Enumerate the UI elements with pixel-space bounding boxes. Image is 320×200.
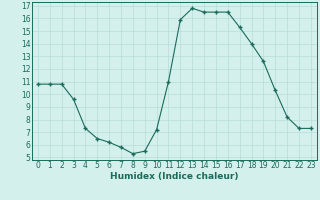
X-axis label: Humidex (Indice chaleur): Humidex (Indice chaleur) <box>110 172 239 181</box>
